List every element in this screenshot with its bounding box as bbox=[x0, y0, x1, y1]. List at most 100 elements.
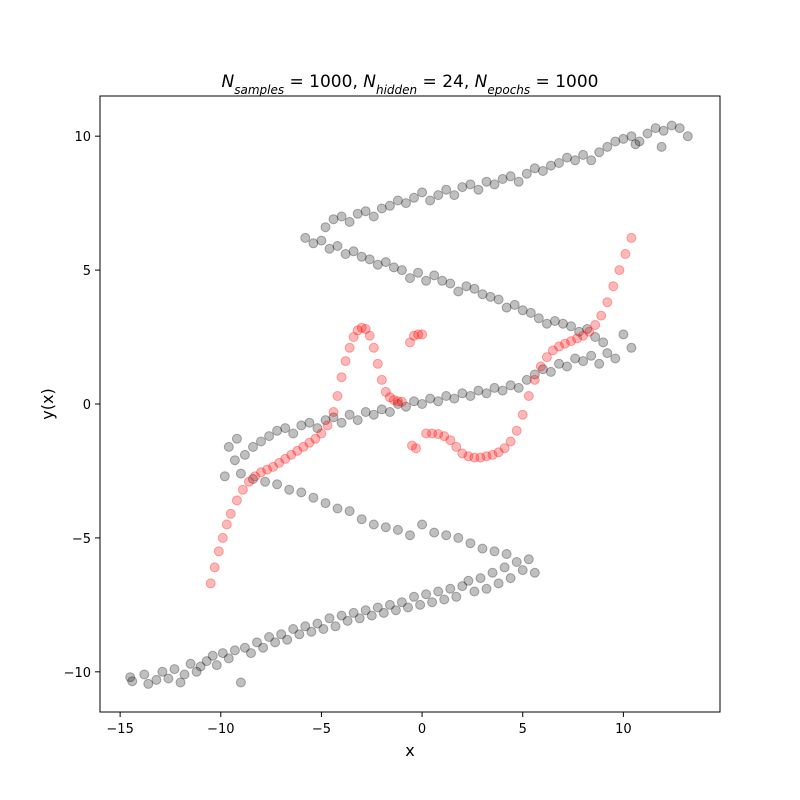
scatter-point bbox=[537, 364, 548, 375]
scatter-point bbox=[288, 624, 299, 634]
title-symbol: N bbox=[475, 72, 488, 92]
scatter-point bbox=[324, 613, 335, 624]
scatter-point bbox=[244, 476, 254, 487]
scatter-point bbox=[125, 672, 136, 683]
scatter-point bbox=[513, 382, 524, 393]
scatter-point bbox=[656, 141, 667, 152]
scatter-point bbox=[505, 573, 516, 584]
scatter-point bbox=[475, 573, 486, 584]
scatter-point bbox=[590, 332, 601, 342]
scatter-point bbox=[626, 131, 637, 142]
scatter-point bbox=[332, 391, 343, 401]
scatter-point bbox=[547, 345, 558, 356]
scatter-point bbox=[417, 519, 428, 530]
scatter-point bbox=[602, 348, 613, 359]
scatter-point bbox=[274, 457, 285, 468]
scatter-point bbox=[286, 449, 297, 460]
scatter-point bbox=[231, 495, 242, 506]
scatter-point bbox=[582, 324, 593, 334]
scatter-point bbox=[642, 128, 653, 139]
scatter-point bbox=[469, 452, 480, 463]
scatter-point bbox=[294, 629, 305, 640]
x-tick-label: 10 bbox=[615, 722, 632, 737]
scatter-point bbox=[513, 176, 524, 187]
title-symbol: N bbox=[222, 72, 235, 92]
scatter-point bbox=[481, 388, 492, 399]
scatter-point bbox=[409, 396, 419, 407]
scatter-point bbox=[376, 203, 387, 214]
scatter-point bbox=[248, 441, 258, 452]
scatter-point bbox=[562, 152, 572, 163]
scatter-point bbox=[666, 120, 677, 131]
scatter-point bbox=[356, 514, 367, 525]
scatter-point bbox=[388, 395, 399, 405]
scatter-point bbox=[316, 235, 327, 246]
scatter-point bbox=[360, 605, 371, 616]
title-subscript: samples bbox=[234, 83, 284, 97]
scatter-point bbox=[489, 546, 500, 557]
scatter-point bbox=[594, 358, 605, 369]
scatter-point bbox=[352, 208, 363, 219]
scatter-point bbox=[421, 428, 432, 439]
scatter-point bbox=[384, 200, 395, 211]
scatter-point bbox=[485, 291, 496, 302]
scatter-point bbox=[364, 330, 375, 341]
scatter-point bbox=[312, 618, 323, 629]
title-subscript: epochs bbox=[487, 83, 530, 97]
scatter-point bbox=[602, 297, 613, 308]
scatter-point bbox=[396, 265, 407, 276]
scatter-point bbox=[237, 484, 248, 495]
scatter-point bbox=[344, 409, 355, 420]
scatter-point bbox=[262, 464, 273, 475]
x-axis: −15 −10 −5 0 5 10 bbox=[106, 712, 632, 737]
scatter-point bbox=[505, 436, 516, 447]
scatter-point bbox=[477, 543, 488, 554]
scatter-marks bbox=[125, 120, 693, 689]
scatter-point bbox=[620, 249, 631, 259]
scatter-point bbox=[409, 192, 419, 203]
scatter-point bbox=[570, 155, 581, 166]
scatter-point bbox=[282, 634, 293, 645]
scatter-point bbox=[384, 407, 395, 417]
scatter-point bbox=[549, 316, 560, 326]
scatter-point bbox=[396, 396, 407, 407]
scatter-point bbox=[469, 586, 480, 597]
scatter-point bbox=[417, 187, 428, 198]
scatter-point bbox=[209, 562, 220, 573]
scatter-point bbox=[598, 337, 609, 348]
scatter-point bbox=[401, 401, 411, 412]
scatter-point bbox=[405, 337, 415, 348]
scatter-point bbox=[533, 313, 544, 324]
scatter-point bbox=[239, 642, 250, 653]
scatter-point bbox=[318, 624, 329, 634]
scatter-point bbox=[594, 147, 605, 158]
scatter-point bbox=[248, 474, 258, 484]
scatter-point bbox=[626, 342, 637, 353]
scatter-point bbox=[437, 275, 448, 286]
y-tick-label: 5 bbox=[83, 264, 91, 279]
scatter-point bbox=[372, 602, 383, 613]
scatter-point bbox=[223, 653, 234, 664]
scatter-point bbox=[554, 358, 564, 369]
scatter-point bbox=[298, 441, 309, 452]
scatter-point bbox=[229, 645, 240, 656]
scatter-point bbox=[328, 412, 339, 423]
title-subscript: hidden bbox=[376, 83, 417, 97]
scatter-point bbox=[360, 206, 371, 217]
scatter-point bbox=[127, 676, 138, 687]
scatter-point bbox=[280, 453, 291, 464]
scatter-point bbox=[246, 648, 256, 659]
scatter-point bbox=[554, 341, 564, 352]
scatter-point bbox=[260, 476, 271, 487]
scatter-point bbox=[409, 330, 419, 341]
scatter-point bbox=[405, 273, 415, 284]
scatter-point bbox=[342, 615, 353, 626]
scatter-point bbox=[390, 605, 401, 616]
scatter-point bbox=[517, 409, 528, 420]
scatter-point bbox=[250, 471, 260, 482]
scatter-point bbox=[372, 358, 383, 369]
scatter-point bbox=[207, 650, 218, 661]
scatter-point bbox=[324, 243, 335, 254]
scatter-point bbox=[310, 433, 321, 444]
scatter-point bbox=[256, 467, 266, 478]
